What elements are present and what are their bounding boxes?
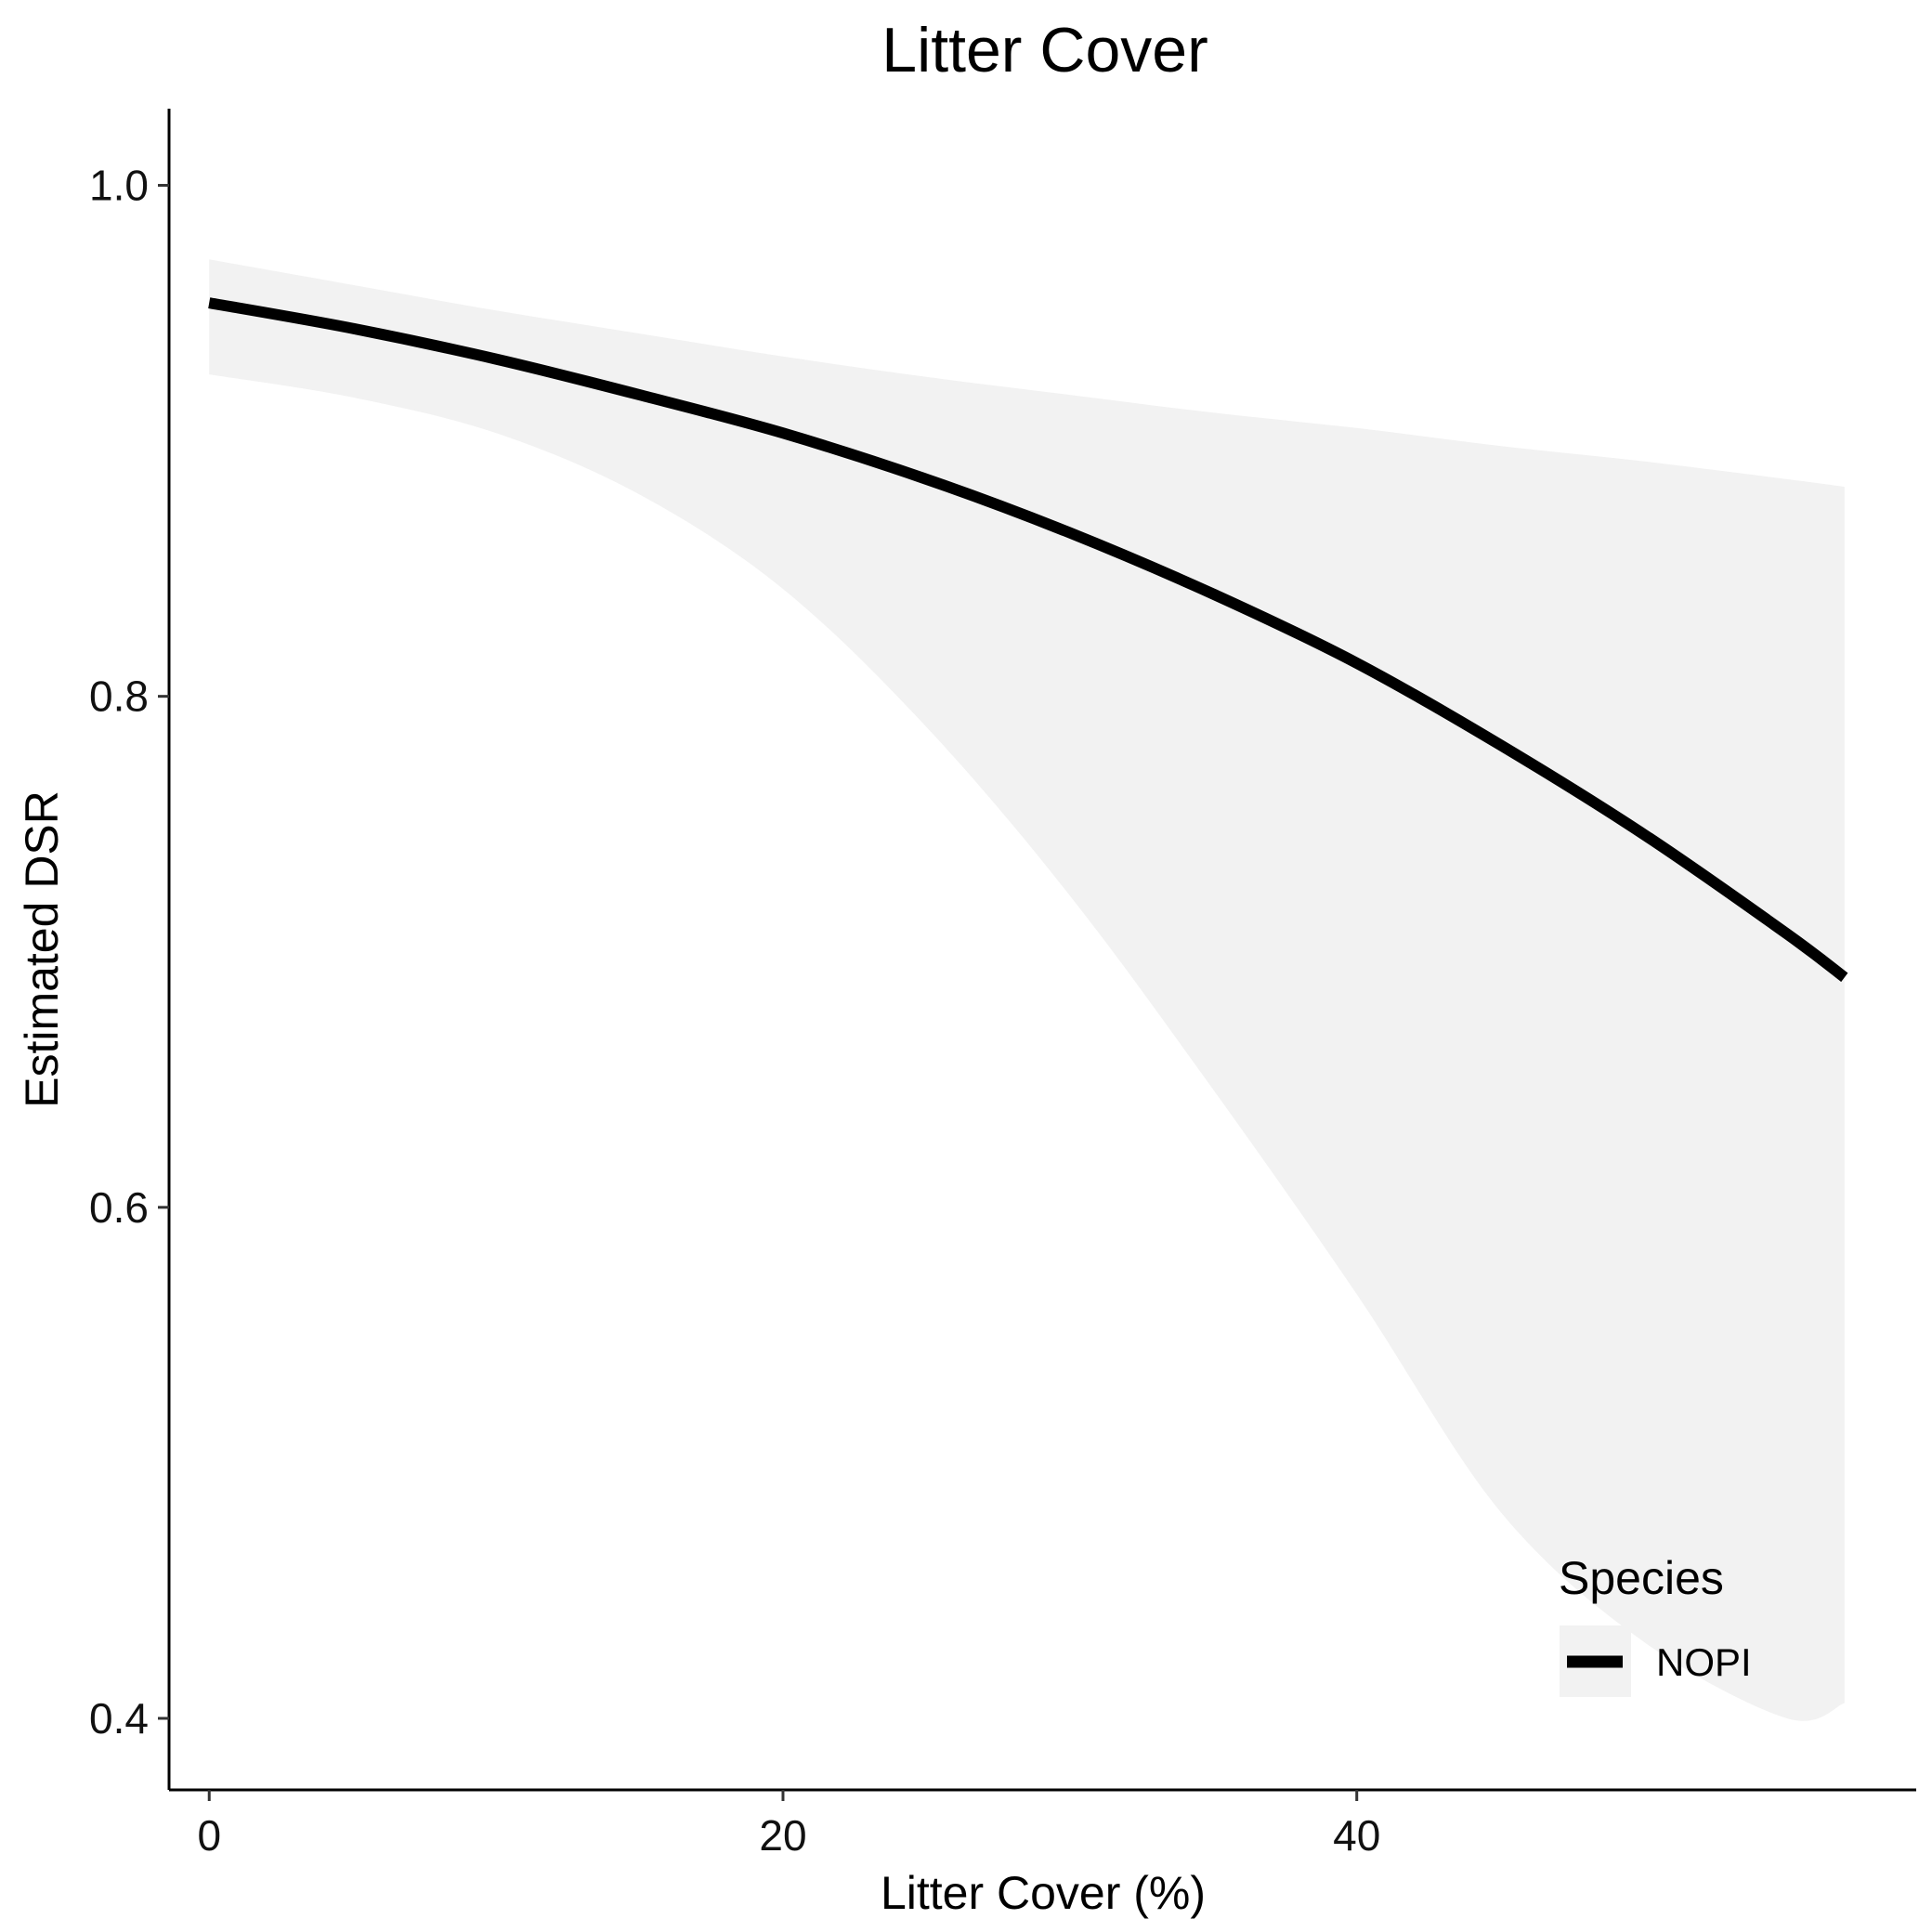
plot-area	[208, 259, 1848, 1721]
y-tick-label: 0.6	[89, 1183, 149, 1232]
legend-title: Species	[1559, 1552, 1724, 1604]
y-axis-title: Estimated DSR	[16, 790, 68, 1108]
legend: Species NOPI	[1559, 1552, 1752, 1697]
x-axis-title: Litter Cover (%)	[881, 1867, 1206, 1919]
x-axis-ticks: 0 20 40	[197, 1790, 1380, 1860]
confidence-ribbon	[209, 259, 1845, 1721]
x-tick-label: 40	[1333, 1811, 1380, 1860]
x-tick-label: 0	[197, 1811, 221, 1860]
legend-label-nopi: NOPI	[1656, 1640, 1752, 1684]
y-axis-ticks: 0.4 0.6 0.8 1.0	[89, 162, 169, 1743]
y-tick-label: 1.0	[89, 162, 149, 210]
series-line-nopi	[208, 297, 1848, 983]
y-tick-label: 0.4	[89, 1694, 149, 1743]
chart-title: Litter Cover	[881, 15, 1208, 85]
x-tick-label: 20	[759, 1811, 806, 1860]
y-tick-label: 0.8	[89, 672, 149, 721]
